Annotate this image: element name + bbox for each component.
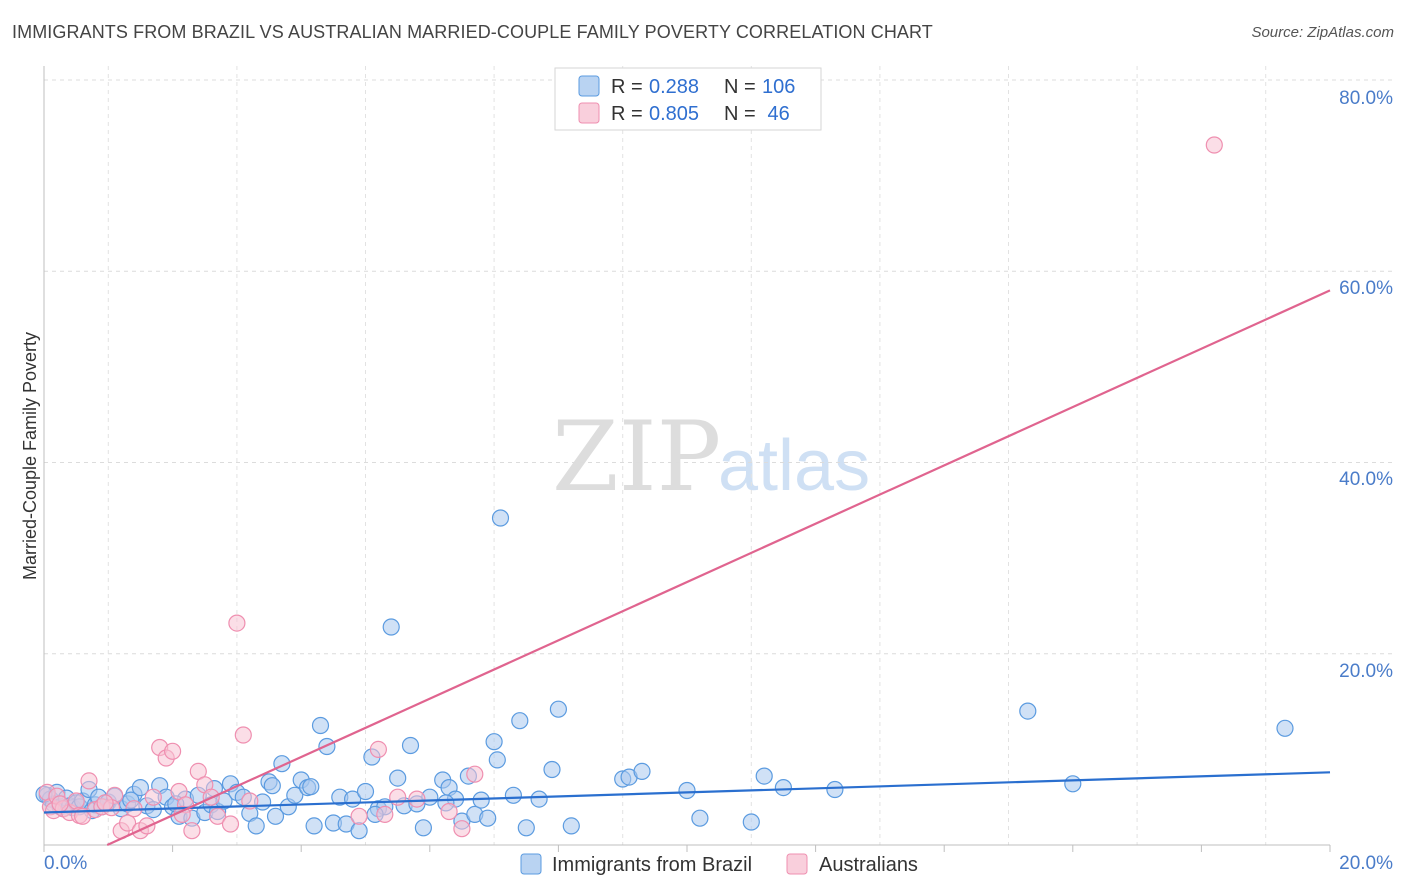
data-point [562,817,580,835]
stats-swatch-australians [578,102,600,124]
data-point [1019,702,1037,720]
data-point [408,790,426,808]
data-point [389,788,407,806]
data-point [401,736,420,755]
gridlines [44,66,1393,845]
data-point [131,778,149,797]
data-point [678,781,696,800]
data-point [530,790,548,808]
data-point [67,792,85,810]
legend-label-australians: Australians [819,854,918,876]
stats-n-label-australians: N = [724,103,756,125]
data-point [183,822,201,840]
data-point [356,782,375,801]
data-point [826,780,844,799]
stats-r-value-australians: 0.805 [649,103,699,125]
stats-legend: R = 0.288 N = 106 R = 0.805 N = 46 [554,67,822,131]
data-point [266,807,285,825]
data-point [755,767,773,785]
data-point [144,788,162,806]
legend-label-brazil: Immigrants from Brazil [552,854,752,876]
y-tick-label-20: 20.0% [1339,661,1393,682]
trend-line-australians [106,289,1331,847]
data-point [479,809,497,827]
data-point [1205,136,1223,154]
x-tick-label-min: 0.0% [44,853,87,874]
series-legend: Immigrants from Brazil Australians [520,853,918,876]
data-point [382,618,400,636]
data-point [691,809,709,827]
data-point [543,760,561,779]
data-point [376,805,394,824]
data-point [549,700,568,718]
data-point [51,795,69,813]
data-point [488,751,506,769]
data-point [633,762,651,781]
data-point [742,813,760,831]
y-tick-label-40: 40.0% [1339,469,1393,490]
data-point [311,716,330,735]
data-point [440,802,458,821]
data-point [1276,719,1294,737]
y-axis-label: Married-Couple Family Poverty [20,332,40,580]
data-point [302,778,320,796]
watermark-atlas: atlas [718,426,870,506]
legend-swatch-australians [786,853,808,875]
stats-r-label-australians: R = [611,103,643,125]
data-point [466,765,484,783]
data-point [774,778,793,797]
stats-r-label-brazil: R = [611,76,643,98]
stats-n-value-brazil: 106 [762,76,795,98]
stats-n-label-brazil: N = [724,76,756,98]
data-point [118,814,137,832]
series-points-brazil [35,509,1294,840]
y-tick-label-60: 60.0% [1339,278,1393,299]
data-point [221,815,240,833]
data-point [286,786,304,804]
data-point [389,769,407,787]
data-point [453,820,471,838]
data-point [164,742,182,760]
x-tick-label-max: 20.0% [1339,853,1393,874]
data-point [350,807,368,825]
data-point [209,807,227,825]
trend-layer [43,289,1331,847]
data-point [1064,775,1082,793]
stats-n-value-australians: 46 [762,103,790,125]
source-label: Source: ZipAtlas.com [1251,24,1394,41]
data-point [228,614,246,632]
watermark-zip: ZIP [552,401,721,513]
data-point [234,726,252,744]
data-point [517,819,535,837]
data-point [96,794,114,812]
stats-swatch-brazil [578,75,600,97]
trend-line-brazil [43,771,1331,814]
data-point [511,712,529,730]
axes [43,66,1331,852]
data-point [263,777,281,795]
data-point [80,772,98,790]
legend-swatch-brazil [520,853,542,875]
y-tick-label-80: 80.0% [1339,88,1393,109]
data-point [350,822,368,840]
data-point [491,509,510,527]
chart-title: IMMIGRANTS FROM BRAZIL VS AUSTRALIAN MAR… [12,22,933,42]
data-point [504,786,523,804]
data-point [414,819,432,837]
data-point [369,740,387,759]
stats-r-value-brazil: 0.288 [649,76,699,98]
data-point [485,733,503,751]
data-point [247,817,265,835]
data-point [305,817,323,835]
